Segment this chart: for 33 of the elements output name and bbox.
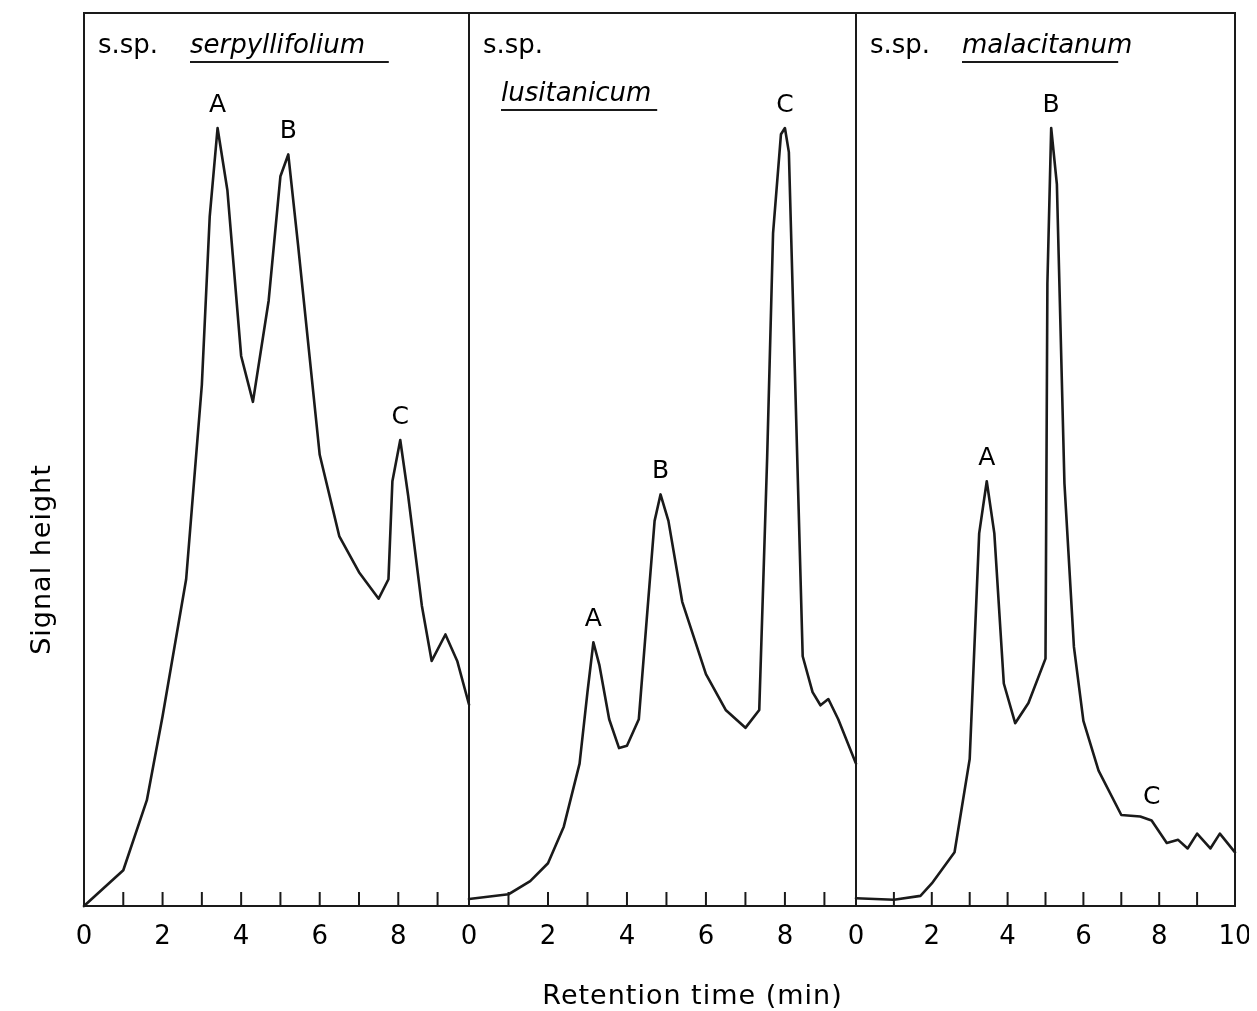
annotation: C (776, 89, 794, 118)
annotation: B (1042, 89, 1060, 118)
x-tick-label: 0 (460, 920, 478, 950)
x-axis-title: Retention time (min) (542, 979, 843, 1010)
chart-subtitle: serpyllifolium (190, 29, 366, 59)
x-tick-label: 2 (154, 920, 171, 950)
annotation: A (978, 442, 996, 472)
x-tick-label: 6 (697, 920, 715, 950)
x-tick-label: 0 (847, 920, 865, 950)
annotation: A (584, 603, 602, 633)
x-tick-label: 4 (232, 920, 250, 950)
annotation: C (1142, 781, 1161, 811)
chart-title: s.sp. (483, 29, 544, 59)
annotation: C (391, 400, 409, 430)
chart-subtitle: malacitanum (962, 29, 1133, 59)
x-tick-label: 0 (75, 920, 93, 950)
x-tick-label: 10 (1218, 920, 1252, 950)
x-tick-label: 6 (1075, 920, 1092, 950)
annotation: B (279, 115, 297, 145)
chart-title: s.sp. (98, 29, 159, 59)
x-tick-label: 8 (776, 920, 794, 950)
x-tick-label: 8 (390, 920, 407, 950)
annotation: B (651, 455, 670, 485)
x-tick-label: 6 (311, 920, 328, 950)
x-tick-label: 4 (999, 920, 1016, 950)
chart-subtitle: lusitanicum (501, 77, 652, 107)
x-tick-label: 4 (618, 920, 636, 950)
y-axis-title: Signal height (25, 464, 56, 655)
x-tick-label: 2 (539, 920, 557, 950)
x-tick-label: 8 (1150, 920, 1168, 950)
annotation: A (209, 89, 227, 118)
chart-title: s.sp. (870, 29, 931, 59)
x-tick-label: 2 (923, 920, 941, 950)
